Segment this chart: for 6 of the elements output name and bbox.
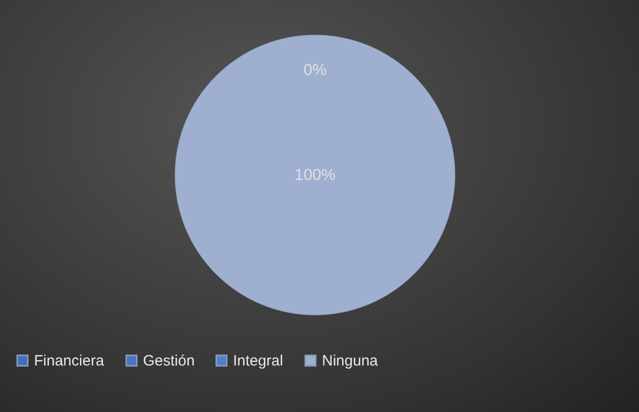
- legend-label: Integral: [233, 352, 284, 370]
- legend-label: Financiera: [34, 352, 105, 370]
- data-label: 100%: [294, 167, 336, 184]
- legend-label: Ninguna: [322, 352, 379, 370]
- legend-label: Gestión: [143, 352, 195, 370]
- text: 0%: [303, 62, 327, 79]
